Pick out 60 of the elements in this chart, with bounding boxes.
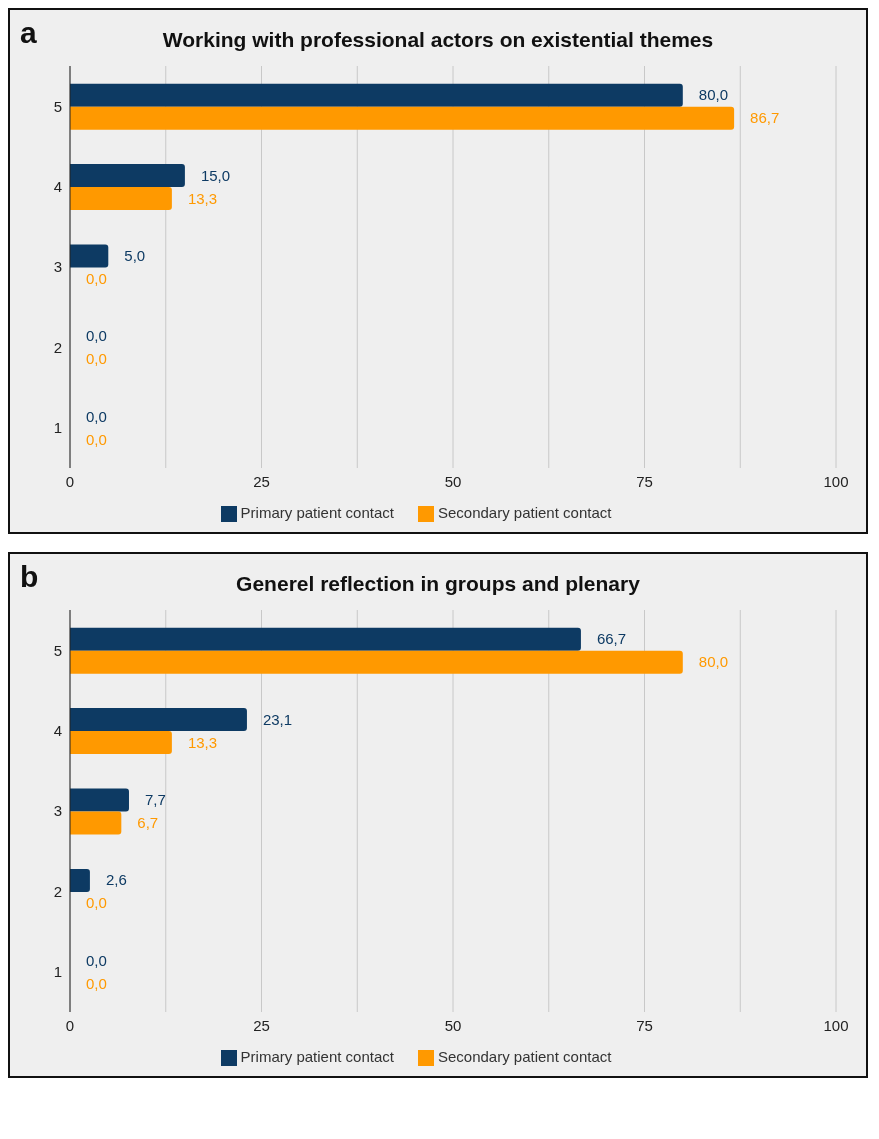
- bar: [70, 164, 185, 188]
- x-tick-label: 75: [636, 472, 653, 490]
- y-tick-label: 5: [53, 641, 62, 659]
- text: b: [20, 560, 39, 594]
- chart-title: Generel reflection in groups and plenary: [236, 572, 640, 595]
- data-label: 0,0: [86, 894, 107, 912]
- legend-label: Primary patient contact: [240, 504, 394, 521]
- data-label: 13,3: [187, 733, 218, 751]
- data-label: 15,0: [200, 166, 231, 184]
- x-tick-label: 100: [823, 1016, 849, 1034]
- data-label: 86,7: [750, 109, 780, 127]
- data-label: 80,0: [698, 653, 728, 671]
- bar: [70, 627, 581, 651]
- data-label: 0,0: [86, 974, 107, 992]
- y-tick-label: 4: [53, 721, 62, 739]
- data-label: 2,6: [105, 871, 127, 889]
- y-tick-label: 4: [53, 177, 62, 195]
- y-tick-label: 5: [53, 97, 62, 115]
- x-tick-label: 100: [823, 472, 849, 490]
- x-tick-label: 25: [253, 1016, 270, 1034]
- data-label: 13,3: [187, 189, 218, 207]
- data-label: 0,0: [86, 269, 107, 287]
- y-tick-label: 3: [53, 802, 62, 820]
- data-label: 0,0: [86, 327, 107, 345]
- x-tick-label: 75: [636, 1016, 653, 1034]
- data-label: 7,7: [144, 790, 166, 808]
- y-tick-label: 1: [53, 963, 62, 981]
- legend-label: Secondary patient contact: [437, 504, 612, 521]
- data-label: 6,7: [137, 813, 159, 831]
- bar: [70, 708, 247, 732]
- bar: [70, 187, 172, 211]
- data-label: 5,0: [124, 246, 146, 264]
- data-label: 0,0: [86, 430, 107, 448]
- legend-label: Primary patient contact: [240, 1048, 394, 1065]
- bar: [70, 731, 172, 755]
- y-tick-label: 2: [53, 338, 62, 356]
- x-tick-label: 50: [444, 1016, 462, 1034]
- text: a: [20, 16, 37, 50]
- bar: [70, 83, 683, 107]
- bar: [70, 244, 109, 268]
- data-label: 80,0: [698, 86, 728, 104]
- y-tick-label: 1: [53, 419, 62, 437]
- data-label: 0,0: [86, 951, 107, 969]
- bar: [70, 811, 122, 835]
- legend-label: Secondary patient contact: [437, 1048, 612, 1065]
- x-tick-label: 0: [65, 472, 75, 490]
- data-label: 23,1: [262, 710, 293, 728]
- y-tick-label: 2: [53, 882, 62, 900]
- data-label: 0,0: [86, 350, 107, 368]
- bar: [70, 106, 735, 130]
- bar: [70, 788, 129, 812]
- data-label: 0,0: [86, 407, 107, 425]
- x-tick-label: 0: [65, 1016, 75, 1034]
- x-tick-label: 25: [253, 472, 270, 490]
- bar: [70, 868, 90, 892]
- chart-title: Working with professional actors on existential themes: [162, 28, 714, 51]
- data-label: 66,7: [596, 630, 627, 648]
- x-tick-label: 50: [444, 472, 462, 490]
- y-tick-label: 3: [53, 258, 62, 276]
- bar: [70, 650, 683, 674]
